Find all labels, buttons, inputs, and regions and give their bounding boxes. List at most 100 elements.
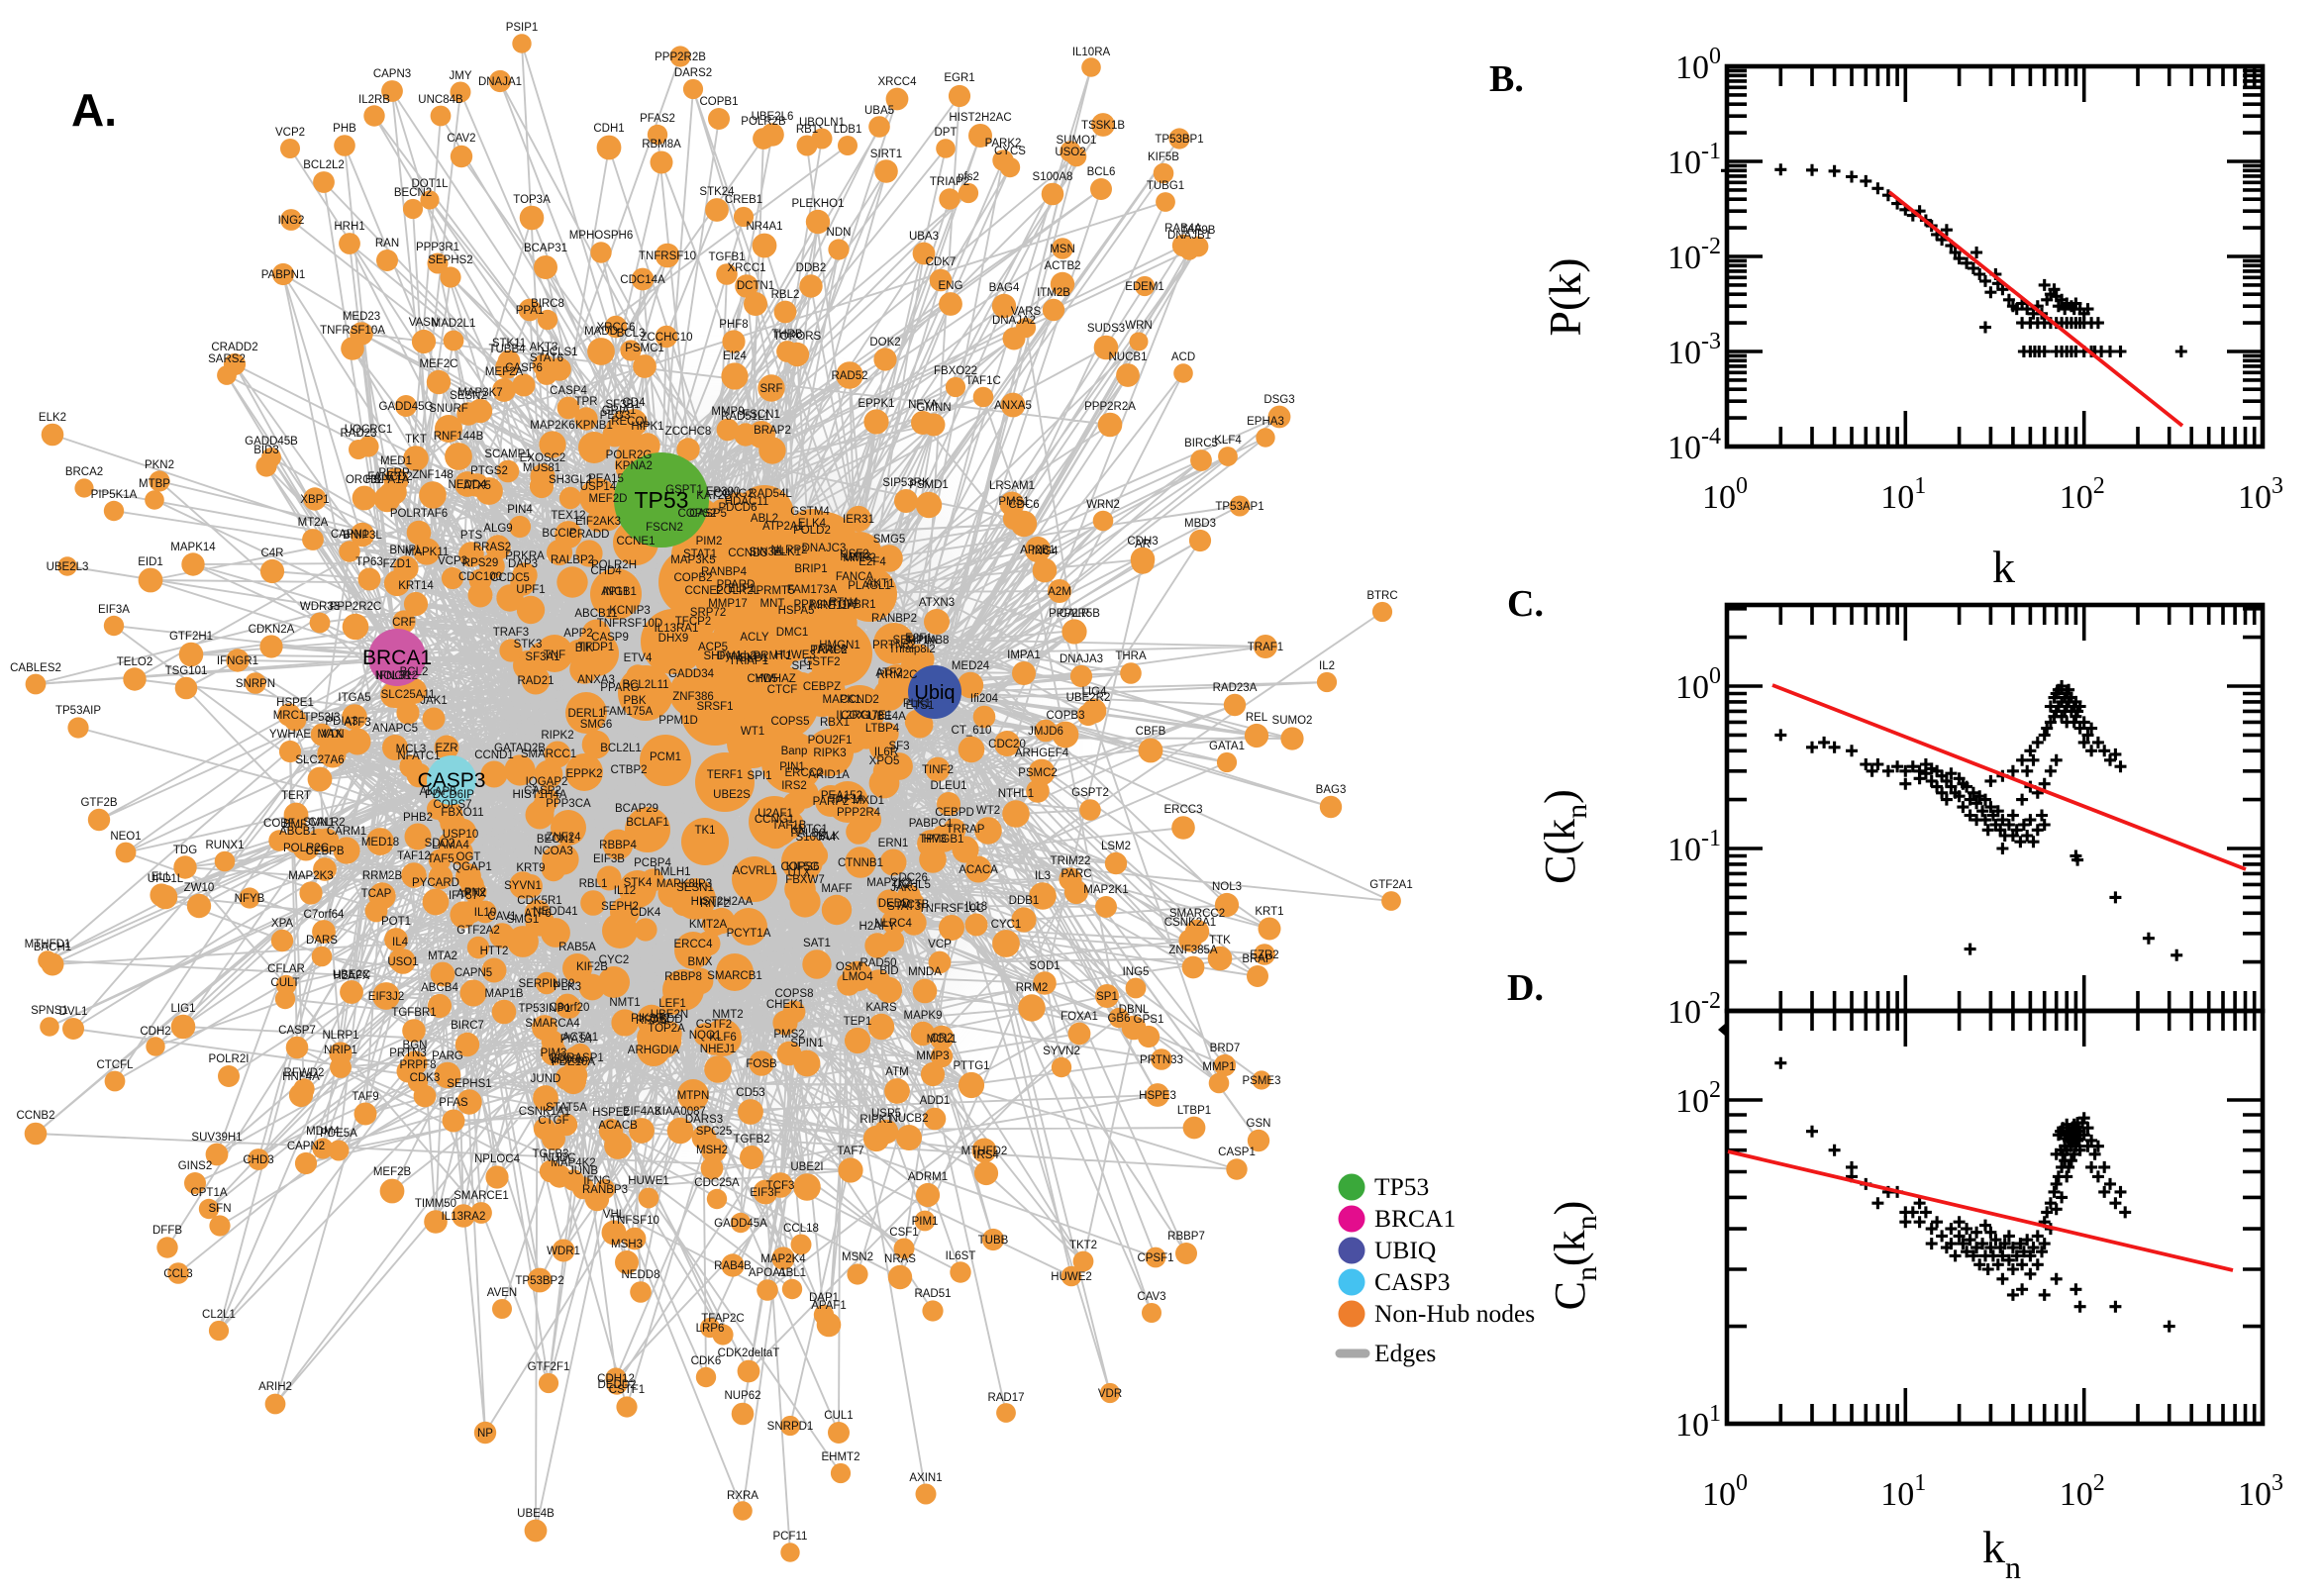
- svg-text:ACD: ACD: [1171, 351, 1195, 363]
- svg-text:FZD1: FZD1: [383, 558, 412, 570]
- svg-text:RAB4A: RAB4A: [1164, 223, 1202, 235]
- svg-text:COPS7: COPS7: [434, 799, 472, 811]
- svg-text:MRE11A: MRE11A: [810, 600, 855, 612]
- svg-text:EIF4A3: EIF4A3: [623, 1106, 660, 1118]
- svg-text:MAP2K4: MAP2K4: [760, 1253, 806, 1265]
- svg-text:GADD45B: GADD45B: [245, 436, 298, 448]
- svg-text:RAB5A: RAB5A: [558, 942, 596, 953]
- svg-text:KLF4: KLF4: [1214, 435, 1242, 447]
- svg-text:HMGB1: HMGB1: [924, 834, 964, 846]
- svg-text:EID1: EID1: [138, 556, 163, 568]
- svg-text:KIAA0087: KIAA0087: [655, 1106, 706, 1118]
- svg-text:JUNB: JUNB: [568, 1165, 598, 1177]
- svg-text:RBBP7: RBBP7: [1167, 1231, 1205, 1243]
- svg-text:MEF2C: MEF2C: [420, 358, 458, 370]
- svg-text:PPP3CA: PPP3CA: [546, 798, 591, 810]
- svg-text:RANBP3: RANBP3: [582, 1184, 628, 1196]
- svg-text:EGR1: EGR1: [944, 72, 974, 84]
- svg-text:CALR: CALR: [1060, 608, 1090, 620]
- svg-text:RBBP4: RBBP4: [599, 840, 637, 851]
- svg-text:CDC25A: CDC25A: [694, 1177, 740, 1189]
- svg-text:CL2L1: CL2L1: [202, 1309, 236, 1321]
- svg-text:MAP2K2: MAP2K2: [866, 877, 911, 889]
- svg-text:DNAJA1: DNAJA1: [478, 76, 522, 88]
- svg-text:IL4: IL4: [392, 937, 409, 948]
- svg-text:GTF2A2: GTF2A2: [456, 925, 499, 937]
- svg-text:Banp: Banp: [781, 746, 808, 757]
- svg-text:SEPHS1: SEPHS1: [447, 1078, 491, 1090]
- svg-text:POT1: POT1: [381, 916, 411, 928]
- svg-text:PPP2R2B: PPP2R2B: [655, 51, 706, 63]
- svg-text:PCM1: PCM1: [650, 751, 681, 763]
- svg-text:USO2: USO2: [1055, 147, 1085, 158]
- svg-text:TTK: TTK: [1209, 935, 1231, 947]
- svg-text:UBE2C: UBE2C: [333, 969, 370, 981]
- svg-text:HSPE3: HSPE3: [1139, 1090, 1176, 1102]
- svg-text:CBFB: CBFB: [1136, 726, 1166, 738]
- svg-text:PCBP4: PCBP4: [634, 857, 671, 869]
- svg-text:MED1: MED1: [380, 455, 412, 467]
- svg-text:SRF: SRF: [760, 383, 783, 395]
- svg-text:SDC2: SDC2: [425, 838, 455, 849]
- svg-text:KIF2B: KIF2B: [576, 961, 608, 973]
- svg-text:BECN2: BECN2: [394, 187, 432, 199]
- svg-text:CSTF2: CSTF2: [696, 1019, 732, 1031]
- svg-text:MAP4K2: MAP4K2: [551, 1157, 595, 1169]
- svg-text:AVEN: AVEN: [487, 1287, 517, 1299]
- svg-text:PDE10A: PDE10A: [552, 1056, 595, 1068]
- svg-text:STAT5A: STAT5A: [546, 1102, 587, 1114]
- svg-text:SH3GL2: SH3GL2: [549, 474, 592, 486]
- svg-text:CCNE2: CCNE2: [685, 585, 724, 597]
- svg-text:VARS: VARS: [1011, 306, 1042, 318]
- svg-text:CASP5: CASP5: [689, 508, 727, 520]
- svg-text:RBL2: RBL2: [771, 289, 800, 301]
- svg-text:NEDD8: NEDD8: [622, 1269, 660, 1281]
- svg-text:ARIH2: ARIH2: [258, 1381, 292, 1393]
- svg-text:CDK6: CDK6: [691, 1355, 722, 1367]
- svg-text:MAX: MAX: [318, 729, 343, 741]
- svg-text:THRA: THRA: [1115, 650, 1147, 662]
- svg-text:SYVN1: SYVN1: [504, 880, 542, 892]
- svg-text:PRMT1: PRMT1: [754, 650, 792, 662]
- svg-text:PSME3: PSME3: [1243, 1075, 1281, 1087]
- svg-text:H2AFY: H2AFY: [858, 921, 895, 933]
- svg-text:A.: A.: [71, 84, 117, 136]
- svg-text:UNC84B: UNC84B: [418, 94, 463, 106]
- svg-text:LEF1: LEF1: [658, 998, 686, 1010]
- svg-text:CCDC5: CCDC5: [490, 572, 530, 584]
- svg-text:Edges: Edges: [1374, 1339, 1436, 1367]
- svg-text:CDC6: CDC6: [1008, 499, 1039, 511]
- svg-text:KLF6: KLF6: [709, 1032, 737, 1044]
- svg-text:GSPT1: GSPT1: [665, 484, 703, 496]
- svg-text:MTHFD1: MTHFD1: [25, 939, 71, 950]
- svg-text:DARS: DARS: [306, 935, 338, 947]
- svg-text:COPB2: COPB2: [674, 572, 713, 584]
- svg-text:HIST2H2AC: HIST2H2AC: [949, 112, 1011, 124]
- svg-text:TUBB4: TUBB4: [488, 344, 526, 355]
- svg-text:GINS2: GINS2: [178, 1160, 213, 1172]
- svg-text:TAF9: TAF9: [352, 1091, 378, 1103]
- svg-text:DPT: DPT: [935, 127, 958, 139]
- svg-text:k: k: [1992, 542, 2015, 592]
- svg-text:DARS2: DARS2: [674, 67, 712, 79]
- svg-text:PRKRA: PRKRA: [505, 550, 545, 562]
- svg-text:AKT3: AKT3: [530, 342, 558, 353]
- svg-text:OGT: OGT: [456, 851, 481, 863]
- svg-text:DSG3: DSG3: [1263, 394, 1294, 406]
- svg-text:AXIN1: AXIN1: [909, 1472, 942, 1484]
- svg-text:WDR33: WDR33: [300, 601, 340, 613]
- svg-text:MBD3: MBD3: [1184, 518, 1216, 530]
- svg-text:PARK2: PARK2: [985, 138, 1022, 150]
- svg-text:RNF2: RNF2: [700, 898, 730, 910]
- svg-text:COPS6: COPS6: [781, 861, 820, 873]
- svg-text:GTF2B: GTF2B: [80, 797, 117, 809]
- svg-text:AR: AR: [1135, 539, 1151, 550]
- svg-text:LSM2: LSM2: [1101, 841, 1131, 852]
- svg-text:BIK: BIK: [575, 643, 594, 654]
- svg-text:ERCC3: ERCC3: [1164, 804, 1203, 816]
- svg-text:TGFB2: TGFB2: [733, 1134, 769, 1146]
- svg-text:TP53: TP53: [635, 487, 689, 513]
- svg-text:PDCD6: PDCD6: [719, 502, 758, 514]
- svg-text:HIST2H2AA: HIST2H2AA: [691, 896, 754, 908]
- svg-text:C7orf64: C7orf64: [304, 909, 346, 921]
